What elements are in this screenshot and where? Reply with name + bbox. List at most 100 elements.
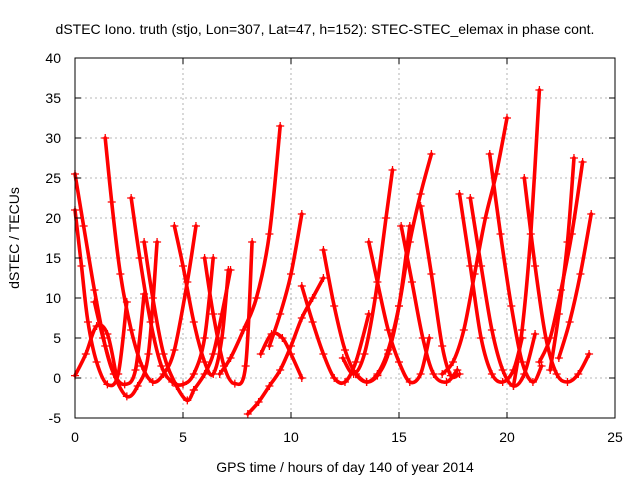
y-axis-label: dSTEC / TECUs	[6, 187, 22, 289]
y-tick-label: 30	[45, 130, 61, 146]
data-point	[120, 380, 129, 389]
data-point	[351, 370, 360, 378]
data-point	[297, 282, 306, 290]
data-point	[364, 238, 373, 246]
data-point	[217, 310, 226, 318]
data-point	[101, 134, 110, 142]
data-point	[276, 366, 285, 374]
data-point	[535, 358, 544, 366]
series-arc-19	[364, 238, 434, 386]
data-point	[466, 262, 475, 270]
y-tick-label: 20	[45, 210, 61, 226]
data-point	[191, 222, 200, 230]
data-point	[382, 214, 391, 222]
series-arc-21	[416, 202, 464, 380]
series-arc-30	[554, 210, 596, 362]
data-point	[330, 302, 339, 310]
data-point	[520, 174, 529, 182]
data-point	[276, 310, 285, 318]
data-point	[297, 374, 306, 382]
data-point	[418, 334, 427, 342]
series-trace	[267, 212, 304, 348]
data-point	[144, 350, 153, 358]
data-point	[509, 382, 518, 390]
data-point	[77, 262, 86, 270]
data-point	[179, 262, 187, 270]
data-point	[308, 294, 317, 302]
data-point	[83, 318, 92, 326]
series-trace	[341, 168, 395, 376]
data-point	[200, 358, 209, 366]
series-arc-28	[535, 158, 587, 366]
data-point	[209, 254, 218, 262]
series-arc-01	[71, 206, 131, 389]
data-point	[449, 358, 457, 366]
chart-title: dSTEC Iono. truth (stjo, Lon=307, Lat=47…	[56, 21, 595, 37]
series-trace	[557, 212, 593, 360]
y-tick-label: 35	[45, 90, 61, 106]
data-point	[287, 270, 295, 278]
data-point	[585, 350, 594, 358]
data-point	[576, 270, 585, 278]
y-tick-label: 40	[45, 50, 61, 66]
data-point	[427, 150, 436, 158]
data-point	[487, 370, 496, 378]
x-tick-label: 20	[499, 429, 515, 445]
axis-ticks: 0 5 10 15 20 25 -5 0 5 10 15 20 25 30 35 40	[45, 50, 623, 445]
y-tick-label: 25	[45, 170, 61, 186]
data-point	[297, 314, 306, 322]
data-point	[574, 370, 583, 378]
series-arc-10	[189, 266, 235, 394]
data-point	[405, 378, 414, 386]
data-point	[569, 154, 578, 162]
data-point	[438, 342, 447, 350]
data-point	[455, 370, 464, 378]
data-point	[226, 266, 235, 274]
data-point	[427, 270, 436, 278]
data-point	[170, 346, 179, 354]
data-point	[131, 366, 140, 374]
data-point	[481, 214, 490, 222]
series-arc-29	[546, 154, 578, 374]
series-trace	[440, 116, 509, 376]
series-arc-05	[101, 134, 200, 386]
data-point	[319, 274, 328, 282]
data-point	[578, 158, 587, 166]
data-point	[116, 270, 125, 278]
data-point	[265, 230, 274, 238]
series-arc-22	[455, 190, 527, 386]
series-trace	[246, 276, 326, 416]
series-arc-27	[520, 174, 594, 386]
data-point	[455, 190, 464, 198]
y-tick-label: -5	[49, 410, 62, 426]
data-point	[183, 396, 192, 405]
series-arc-04	[90, 238, 162, 401]
data-point	[133, 382, 142, 390]
series-arc-12	[243, 274, 328, 418]
data-point	[276, 122, 285, 130]
data-point	[308, 318, 317, 326]
data-point	[470, 270, 479, 278]
data-point	[200, 254, 209, 262]
data-point	[215, 370, 224, 378]
data-point	[297, 210, 306, 218]
data-point	[189, 370, 198, 378]
data-point	[466, 194, 475, 202]
y-tick-label: 5	[53, 330, 61, 346]
data-point	[477, 262, 486, 270]
data-point	[248, 238, 257, 246]
data-point	[388, 166, 397, 174]
x-tick-label: 10	[283, 429, 299, 445]
series-arc-25	[485, 150, 546, 386]
data-point	[507, 302, 516, 310]
data-point	[554, 354, 563, 362]
data-point	[442, 378, 451, 386]
data-point	[485, 150, 494, 158]
data-point	[265, 382, 274, 390]
data-point	[384, 346, 393, 354]
data-point	[146, 318, 155, 326]
data-point	[563, 238, 572, 246]
data-point	[360, 350, 369, 358]
data-point	[459, 326, 468, 334]
data-point	[477, 334, 486, 342]
